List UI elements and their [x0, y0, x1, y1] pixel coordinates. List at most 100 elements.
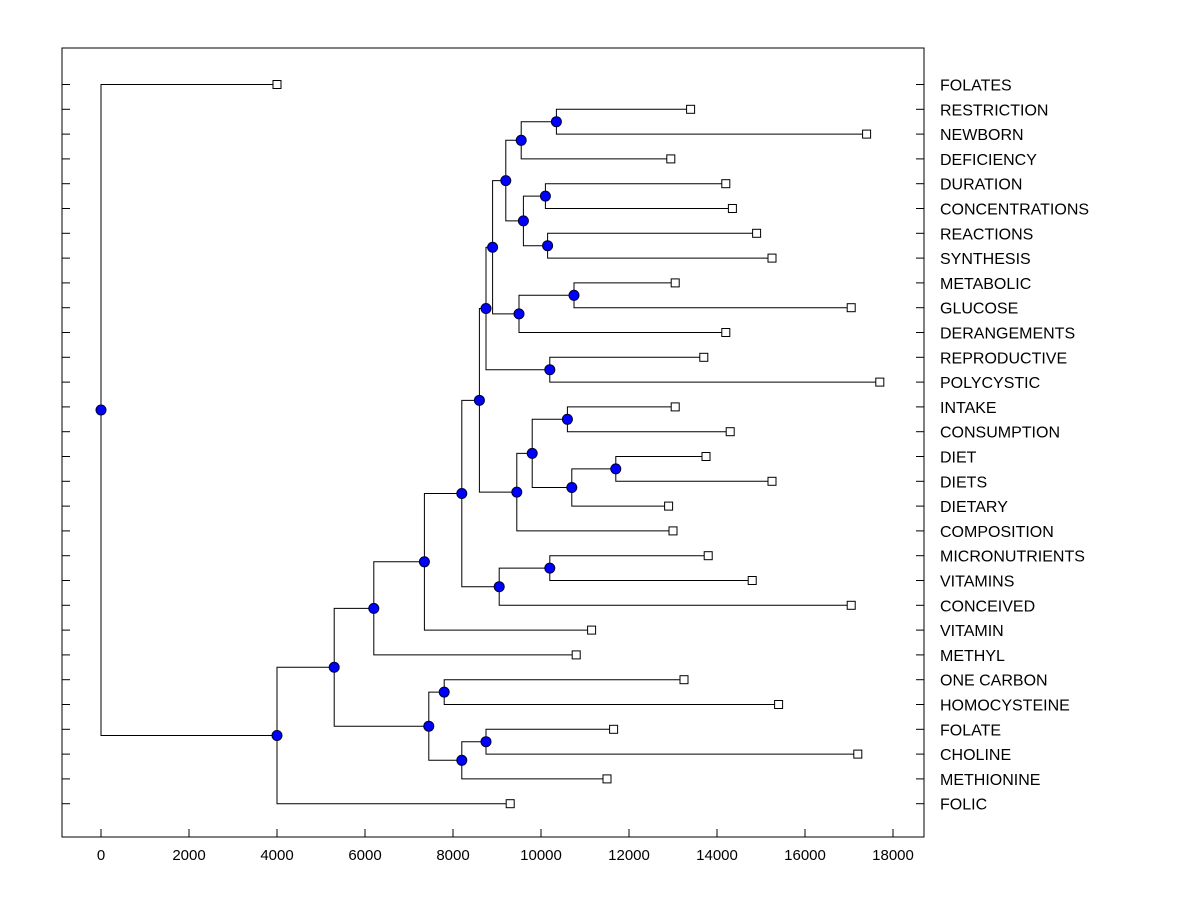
edge-n6-to-n2 — [505, 139, 522, 181]
node-marker-n18 — [544, 562, 556, 574]
edge-n7-to-glucose — [573, 295, 852, 309]
node-marker-n2 — [515, 134, 527, 146]
leaf-marker-vitamin — [587, 625, 597, 635]
edge-n20-to-n19 — [461, 493, 500, 588]
edge-n27-to-n26 — [333, 667, 429, 727]
edge-n5-to-n4 — [522, 220, 548, 247]
node-marker-n14 — [566, 482, 578, 493]
node-marker-n6 — [500, 175, 512, 187]
edge-n24-to-choline — [485, 741, 858, 755]
node-marker-n5 — [517, 215, 529, 227]
leaf-label-folate: FOLATE — [940, 722, 1001, 739]
edge-n22-to-n21 — [373, 561, 425, 609]
node-marker-root — [95, 404, 107, 416]
node-markers — [95, 116, 622, 766]
edge-n19-to-n18 — [498, 567, 550, 587]
leaf-marker-duration — [721, 179, 731, 189]
edge-n7-to-metabolic — [573, 282, 676, 296]
edge-root-to-n28 — [100, 409, 277, 736]
leaf-label-folates: FOLATES — [940, 78, 1012, 95]
leaf-label-micronutrients: MICRONUTRIENTS — [940, 549, 1085, 566]
node-marker-n25 — [456, 754, 468, 766]
edge-n15-to-n12 — [531, 418, 568, 454]
leaf-label-derangements: DERANGEMENTS — [940, 326, 1075, 343]
node-marker-n10 — [544, 364, 556, 376]
node-marker-n9 — [487, 241, 499, 253]
leaf-label-consumption: CONSUMPTION — [940, 425, 1060, 442]
node-marker-n28 — [271, 729, 283, 741]
edge-n17-to-n16 — [478, 400, 517, 493]
leaf-label-duration: DURATION — [940, 177, 1022, 194]
node-marker-n23 — [438, 686, 450, 698]
x-tick-label-10000: 10000 — [520, 847, 562, 864]
edge-n1-to-restriction — [555, 108, 691, 122]
edge-n23-to-homocysteine — [443, 692, 779, 705]
edge-n27-to-n22 — [333, 607, 374, 668]
leaf-marker-derangements — [721, 328, 731, 337]
edge-n8-to-n7 — [518, 294, 574, 314]
edge-n8-to-derangements — [518, 313, 726, 333]
leaf-marker-composition — [668, 526, 678, 536]
node-marker-n13 — [610, 463, 622, 475]
edge-n1-to-newborn — [555, 121, 867, 135]
edge-n9-to-n6 — [492, 180, 506, 248]
edge-n12-to-consumption — [566, 419, 731, 433]
node-marker-n17 — [473, 394, 485, 406]
leaf-markers — [272, 80, 885, 809]
leaf-marker-conceived — [846, 600, 856, 610]
node-marker-n27 — [328, 661, 340, 673]
leaf-label-newborn: NEWBORN — [940, 127, 1024, 144]
edge-n2-to-n1 — [520, 121, 557, 141]
leaf-marker-choline — [853, 749, 863, 759]
edge-n16-to-composition — [516, 492, 673, 532]
leaf-label-conceived: CONCEIVED — [940, 598, 1035, 615]
x-tick-label-14000: 14000 — [696, 847, 738, 864]
leaf-marker-metabolic — [670, 278, 680, 288]
x-axis-ticks: 0 2000 4000 6000 8000 10000 12000 14000 16000 180… — [97, 829, 914, 864]
x-tick-label-0: 0 — [97, 847, 105, 864]
leaf-marker-newborn — [862, 129, 872, 139]
leaf-marker-concentrations — [727, 204, 737, 213]
node-marker-n1 — [550, 116, 562, 128]
edge-root-to-folates — [100, 84, 277, 410]
edge-n14-to-dietary — [571, 487, 669, 507]
edge-n26-to-n23 — [428, 691, 445, 727]
edge-n15-to-n14 — [531, 453, 572, 488]
leaf-label-synthesis: SYNTHESIS — [940, 251, 1031, 268]
edge-n28-to-n27 — [276, 666, 335, 736]
leaf-label-diet: DIET — [940, 450, 977, 467]
edge-n24-to-folate — [485, 728, 614, 742]
edge-n25-to-methionine — [461, 760, 607, 780]
leaf-label-metabolic: METABOLIC — [940, 276, 1031, 293]
edge-n11-to-n9 — [485, 246, 493, 309]
edge-n21-to-vitamin — [423, 561, 592, 631]
leaf-label-deficiency: DEFICIENCY — [940, 152, 1037, 169]
node-marker-n24 — [480, 736, 492, 748]
leaf-label-one-carbon: ONE CARBON — [940, 673, 1048, 690]
node-marker-n8 — [513, 308, 525, 320]
node-marker-n19 — [493, 581, 505, 593]
leaf-label-vitamins: VITAMINS — [940, 574, 1014, 591]
node-marker-n3 — [539, 190, 551, 202]
x-tick-label-12000: 12000 — [608, 847, 650, 864]
edge-n18-to-micronutrients — [549, 555, 709, 569]
leaf-marker-micronutrients — [703, 551, 713, 561]
leaf-label-polycystic: POLYCYSTIC — [940, 375, 1040, 392]
leaf-label-glucose: GLUCOSE — [940, 301, 1018, 318]
node-marker-n16 — [511, 486, 523, 498]
leaf-label-diets: DIETS — [940, 474, 987, 491]
leaf-marker-synthesis — [767, 253, 777, 263]
x-tick-label-2000: 2000 — [172, 847, 205, 864]
x-tick-label-6000: 6000 — [348, 847, 381, 864]
leaf-marker-polycystic — [875, 377, 885, 387]
edge-n21-to-n20 — [423, 493, 462, 562]
edge-n10-to-reproductive — [549, 356, 704, 370]
leaf-label-intake: INTAKE — [940, 400, 997, 417]
leaf-marker-intake — [670, 402, 680, 412]
leaf-marker-reactions — [752, 228, 762, 238]
edge-n22-to-methyl — [373, 608, 577, 656]
leaf-marker-one-carbon — [679, 675, 689, 685]
node-marker-n12 — [561, 413, 573, 425]
x-tick-label-16000: 16000 — [784, 847, 826, 864]
x-tick-label-18000: 18000 — [872, 847, 914, 864]
